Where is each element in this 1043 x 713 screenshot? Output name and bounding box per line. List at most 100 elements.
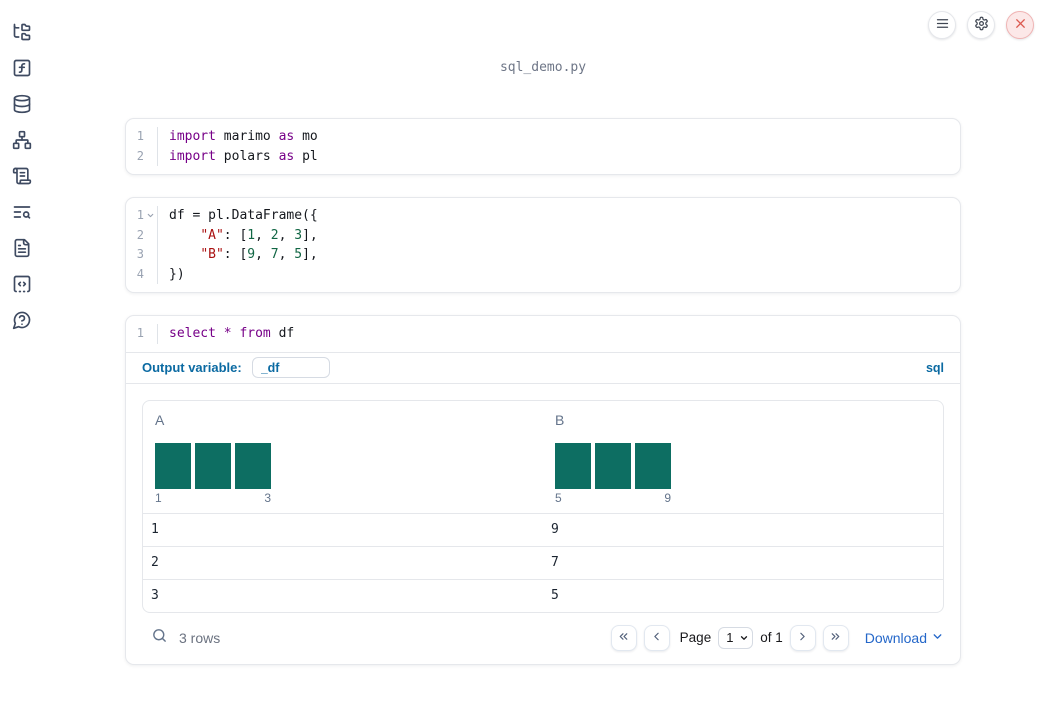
sidebar-item-file-explorer[interactable] xyxy=(12,23,32,43)
sidebar-item-dependency-graph[interactable] xyxy=(12,130,32,153)
histogram-bar xyxy=(235,442,271,489)
menu-icon xyxy=(935,16,950,34)
logs-icon xyxy=(12,166,32,189)
table-cell: 9 xyxy=(551,522,559,537)
sidebar-item-help-chat[interactable] xyxy=(12,311,32,331)
notebook-filename: sql_demo.py xyxy=(499,60,587,75)
histogram-min-label: 5 xyxy=(555,490,562,505)
datasources-icon xyxy=(12,94,32,117)
notebook-menu-button[interactable] xyxy=(928,11,956,39)
sql-cell: 1 select * from df Output variable: sql A… xyxy=(125,315,961,665)
output-variable-label: Output variable: xyxy=(142,360,242,375)
sidebar-item-search-list[interactable] xyxy=(12,203,32,223)
fold-spacer xyxy=(144,328,157,340)
code-text: "A": [1, 2, 3], xyxy=(200,227,318,243)
histogram-max-label: 3 xyxy=(264,490,271,505)
code-line: 2 "A": [1, 2, 3], xyxy=(126,225,960,245)
chevrons-right-icon xyxy=(829,630,842,646)
download-button[interactable]: Download xyxy=(865,630,944,646)
previous-page-button[interactable] xyxy=(643,624,670,651)
chevron-left-icon xyxy=(650,630,663,646)
page-select[interactable]: 1 xyxy=(718,626,754,649)
notebook: sql_demo.py 1 import marimo as mo 2 import … xyxy=(125,0,961,687)
help-chat-icon xyxy=(12,310,32,333)
code-line: 1 df = pl.DataFrame({ xyxy=(126,206,960,226)
code-text: import polars as pl xyxy=(169,148,318,164)
settings-button[interactable] xyxy=(967,11,995,39)
code-line: 3 "B": [9, 7, 5], xyxy=(126,245,960,265)
chevron-down-icon xyxy=(931,630,944,646)
next-page-button[interactable] xyxy=(789,624,816,651)
table-cell: 7 xyxy=(551,555,559,570)
first-page-button[interactable] xyxy=(610,624,637,651)
code-text: "B": [9, 7, 5], xyxy=(200,247,318,262)
line-number: 3 xyxy=(126,245,158,265)
table-cell: 5 xyxy=(551,588,559,603)
fold-spacer xyxy=(144,268,157,280)
fold-chevron-icon[interactable] xyxy=(144,210,157,222)
sidebar-item-documentation[interactable] xyxy=(12,238,32,261)
notebook-actions xyxy=(928,11,1034,39)
documentation-icon xyxy=(12,238,32,261)
line-number: 1 xyxy=(126,127,158,147)
table-cell: 1 xyxy=(151,522,159,537)
code-line: 4}) xyxy=(126,264,960,284)
table-cell: 2 xyxy=(151,555,159,570)
column-name[interactable]: A xyxy=(155,411,165,428)
snippets-icon xyxy=(12,274,32,297)
gear-icon xyxy=(974,16,989,34)
helper-sidebar xyxy=(0,0,44,713)
sidebar-item-snippets[interactable] xyxy=(12,275,32,295)
sidebar-item-datasources[interactable] xyxy=(12,94,32,117)
code-line: 2 import polars as pl xyxy=(126,146,960,166)
code-line: 1 select * from df xyxy=(126,324,960,344)
line-number: 2 xyxy=(126,225,158,245)
search-list-icon xyxy=(12,202,32,225)
line-number: 1 xyxy=(126,324,158,344)
close-icon xyxy=(1013,16,1028,34)
page-total: of 1 xyxy=(760,630,783,645)
sql-editor[interactable]: 1 select * from df xyxy=(126,316,960,352)
page-select-wrap: 1 xyxy=(718,626,754,649)
download-label: Download xyxy=(864,629,927,646)
histogram-bar xyxy=(555,442,591,489)
fold-spacer xyxy=(144,229,157,241)
output-variable-input[interactable] xyxy=(251,357,330,378)
table-footer-left: 3 rows xyxy=(142,627,220,649)
page-label: Page xyxy=(679,630,712,645)
histogram-bar xyxy=(635,442,671,489)
row-count: 3 rows xyxy=(179,629,221,646)
fold-spacer xyxy=(144,249,157,261)
sql-language-badge: sql xyxy=(925,360,944,375)
output-variable-bar: Output variable: sql xyxy=(126,351,960,384)
sidebar-item-functions[interactable] xyxy=(12,59,32,79)
line-number: 1 xyxy=(126,206,158,226)
code-text: df = pl.DataFrame({ xyxy=(169,208,318,223)
dependency-graph-icon xyxy=(12,130,32,153)
last-page-button[interactable] xyxy=(822,624,849,651)
column-name[interactable]: B xyxy=(555,411,565,428)
functions-icon xyxy=(12,58,32,81)
code-editor-imports[interactable]: 1 import marimo as mo 2 import polars as pl xyxy=(126,119,960,174)
chevron-right-icon xyxy=(796,630,809,646)
pagination: Page 1 of 1 Download xyxy=(604,624,944,651)
line-number: 4 xyxy=(126,264,158,284)
code-text: }) xyxy=(169,266,185,282)
histogram-min-label: 1 xyxy=(155,490,162,505)
shutdown-button[interactable] xyxy=(1006,11,1034,39)
code-text: import marimo as mo xyxy=(169,129,318,144)
search-icon[interactable] xyxy=(151,627,168,649)
code-editor-dataframe[interactable]: 1 df = pl.DataFrame({2 "A": [1, 2, 3], 3 "… xyxy=(126,198,960,292)
histogram-max-label: 9 xyxy=(664,490,671,505)
sidebar-item-logs[interactable] xyxy=(12,167,32,187)
